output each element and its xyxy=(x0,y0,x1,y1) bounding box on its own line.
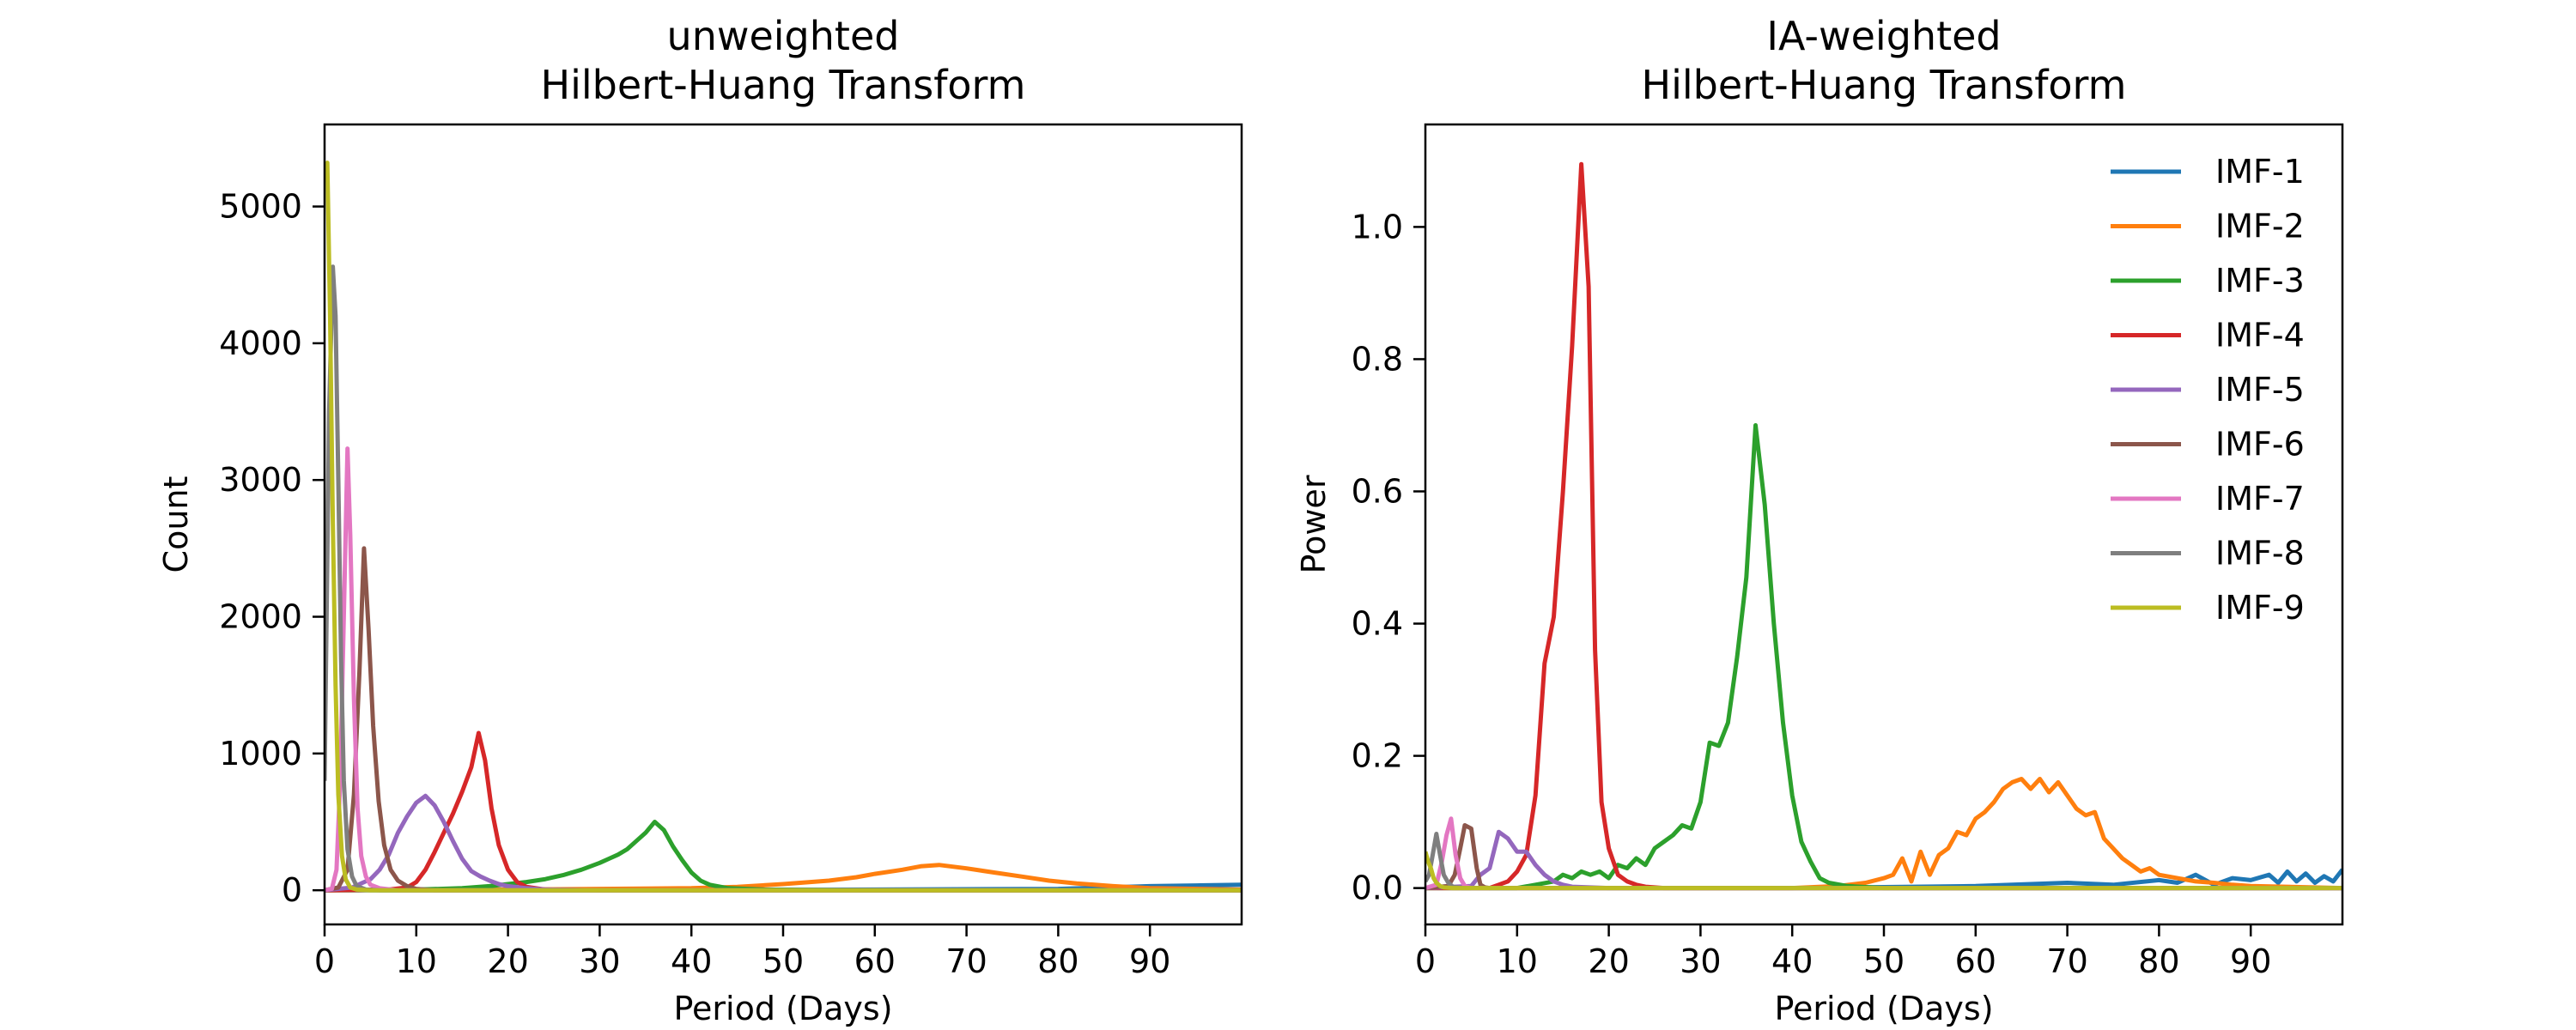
right-series-imf-4 xyxy=(1425,161,2342,891)
left-xtick-label: 0 xyxy=(314,942,335,980)
left-ytick-label: 3000 xyxy=(219,461,302,499)
left-xtick-label: 10 xyxy=(396,942,437,980)
right-ytick-label: 0.0 xyxy=(1352,869,1403,907)
left-xtick-label: 30 xyxy=(579,942,620,980)
right-legend: IMF-1 IMF-2 IMF-3 IMF-4 IMF-5 IMF-6 IMF-7 IMF-8… xyxy=(2111,153,2305,627)
left-chart: 0 10 20 30 40 50 60 70 80 90 0 1000 2000 3000 4000 5000… xyxy=(157,13,1243,1027)
left-ytick-label: 4000 xyxy=(219,324,302,362)
left-ylabel: Count xyxy=(157,476,195,573)
legend-label-imf-8: IMF-8 xyxy=(2215,535,2305,573)
left-xtick-label: 50 xyxy=(762,942,804,980)
left-xlabel: Period (Days) xyxy=(673,990,892,1027)
right-ylabel: Power xyxy=(1295,475,1333,573)
right-axes-frame xyxy=(1424,123,2344,926)
left-xtick-label: 40 xyxy=(671,942,712,980)
right-series-imf-9 xyxy=(1425,851,2342,891)
left-series-imf-5 xyxy=(325,793,1242,893)
right-chart: 0 10 20 30 40 50 60 70 80 90 0.0 0.2 0.4 0.6 0.8 1.0 Per… xyxy=(1295,13,2344,1027)
legend-label-imf-7: IMF-7 xyxy=(2215,480,2305,518)
legend-label-imf-9: IMF-9 xyxy=(2215,589,2305,627)
legend-label-imf-2: IMF-2 xyxy=(2215,208,2305,245)
left-series-imf-9 xyxy=(325,161,1242,893)
left-title: unweighted Hilbert-Huang Transform xyxy=(541,13,1026,108)
left-series-imf-6 xyxy=(325,546,1242,893)
right-xtick-label: 30 xyxy=(1680,942,1721,980)
left-ytick-label: 2000 xyxy=(219,598,302,636)
right-title: IA-weighted Hilbert-Huang Transform xyxy=(1642,13,2127,108)
left-ytick-label: 5000 xyxy=(219,188,302,226)
left-axes-frame xyxy=(323,123,1243,926)
left-series-imf-4 xyxy=(325,730,1242,893)
left-series-group xyxy=(325,161,1242,893)
right-series-imf-2 xyxy=(1425,777,2342,891)
left-xtick-label: 70 xyxy=(945,942,987,980)
legend-label-imf-3: IMF-3 xyxy=(2215,262,2305,300)
right-ytick-label: 0.4 xyxy=(1352,605,1403,643)
right-xtick-label: 60 xyxy=(1955,942,1996,980)
right-ytick-label: 0.2 xyxy=(1352,737,1403,775)
left-xtick-label: 80 xyxy=(1037,942,1078,980)
right-ytick-label: 0.8 xyxy=(1352,340,1403,378)
left-ytick-label: 1000 xyxy=(219,735,302,772)
legend-label-imf-4: IMF-4 xyxy=(2215,317,2305,354)
left-series-imf-2 xyxy=(325,863,1242,893)
legend-label-imf-6: IMF-6 xyxy=(2215,426,2305,464)
right-xtick-label: 80 xyxy=(2138,942,2179,980)
right-xtick-label: 70 xyxy=(2046,942,2087,980)
right-series-imf-1 xyxy=(1425,868,2342,891)
left-xtick-label: 90 xyxy=(1129,942,1170,980)
right-xtick-label: 90 xyxy=(2230,942,2271,980)
right-xtick-label: 0 xyxy=(1415,942,1436,980)
legend-label-imf-1: IMF-1 xyxy=(2215,153,2305,191)
left-xtick-label: 20 xyxy=(487,942,528,980)
right-xtick-label: 10 xyxy=(1497,942,1538,980)
right-xtick-label: 40 xyxy=(1771,942,1813,980)
left-series-imf-7 xyxy=(325,446,1242,893)
legend-label-imf-5: IMF-5 xyxy=(2215,371,2305,409)
right-xtick-label: 50 xyxy=(1863,942,1905,980)
right-ytick-label: 0.6 xyxy=(1352,472,1403,510)
right-xlabel: Period (Days) xyxy=(1774,990,1993,1027)
right-series-group xyxy=(1425,161,2342,891)
left-series-imf-3 xyxy=(325,820,1242,893)
right-ytick-label: 1.0 xyxy=(1352,208,1403,245)
left-xtick-label: 60 xyxy=(854,942,896,980)
right-xtick-label: 20 xyxy=(1588,942,1629,980)
left-ytick-label: 0 xyxy=(282,871,302,909)
right-series-imf-3 xyxy=(1425,423,2342,891)
